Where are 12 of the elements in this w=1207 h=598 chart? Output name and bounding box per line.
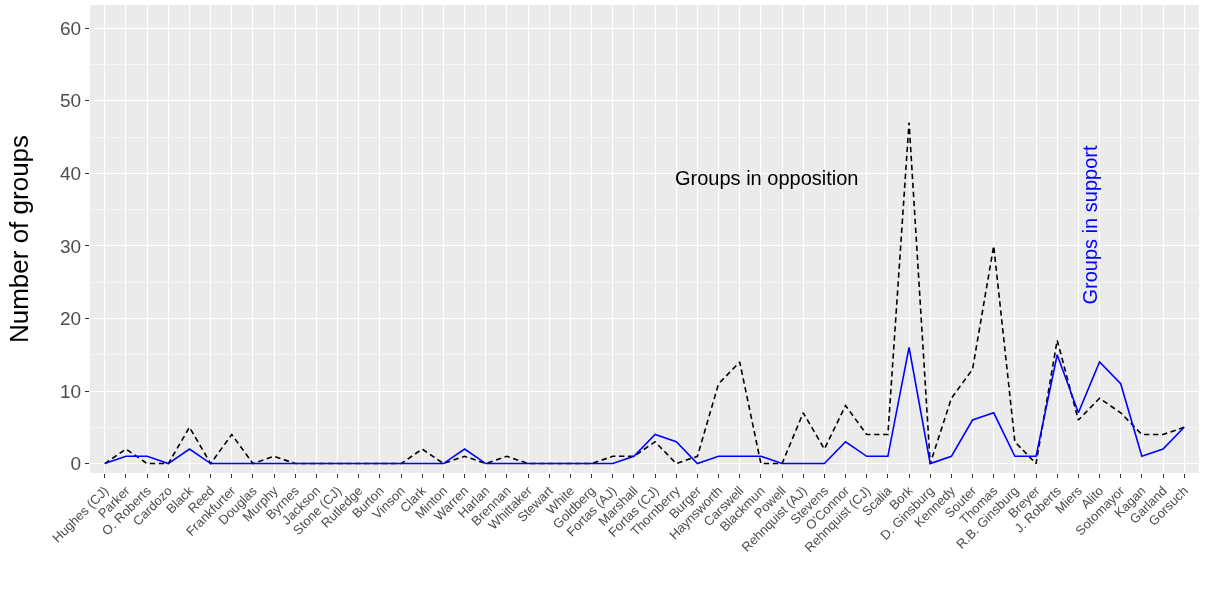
line-series (104, 346, 1185, 465)
annotation: Groups in support (1078, 145, 1101, 305)
annotation: Groups in opposition (675, 167, 859, 189)
y-tick-label: 20 (60, 308, 82, 330)
y-tick-label: 60 (60, 17, 82, 39)
y-tick-label: 40 (60, 162, 82, 184)
y-tick-label: 50 (60, 90, 82, 112)
y-tick-label: 10 (60, 380, 82, 402)
y-axis-title: Number of groups (4, 134, 34, 344)
y-tick-label: 30 (60, 235, 82, 257)
line-series (104, 121, 1185, 465)
y-tick-label: 0 (70, 453, 82, 475)
